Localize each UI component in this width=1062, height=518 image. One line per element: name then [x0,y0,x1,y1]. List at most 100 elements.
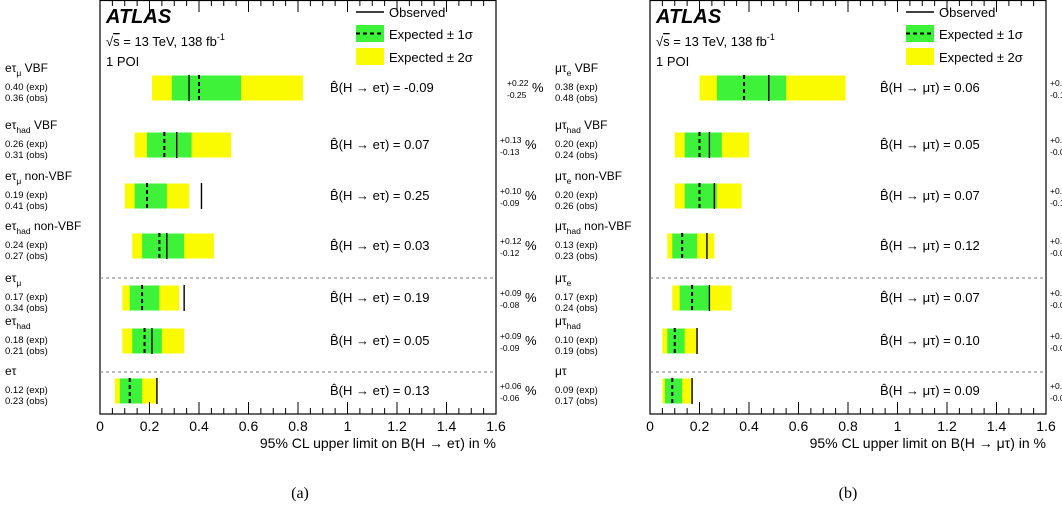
error-up: +0.10 [1050,135,1062,145]
best-fit-result: B̂(H → μτ) = 0.10 [880,333,980,348]
expected-limit-label: 0.17 (exp) [555,292,598,303]
category-row: eτhad non-VBF 0.24 (exp)0.27 (obs) B̂(H → … [5,219,537,262]
x-axis-label: 95% CL upper limit on B(H → μτ) in % [810,435,1046,451]
best-fit-prefix: B̂(H → eτ) = [330,333,404,348]
best-fit-value: 0.07 [954,188,979,203]
category-base: μτ [555,169,567,183]
observed-limit-label: 0.26 (obs) [555,201,598,212]
percent-unit: % [532,80,544,95]
percent-unit: % [525,290,537,305]
band-1sigma [134,183,167,209]
best-fit-result: B̂(H → μτ) = 0.09 [880,383,980,398]
poi-label: 1 POI [656,54,689,69]
best-fit-value: 0.07 [404,137,429,152]
x-tick-label: 0 [96,418,104,434]
legend-2sigma-label: Expected ± 2σ [939,50,1023,65]
chart-panel-b: ATLAS √s = 13 TeV, 138 fb-1 1 POI Observed E… [555,0,1062,502]
category-suffix: VBF [21,61,48,75]
category-base: eτ [5,61,17,75]
x-tick-label: 0.2 [140,418,160,434]
category-row: μτe VBF 0.38 (exp)0.48 (obs) B̂(H → μτ) = … [555,61,1062,104]
category-base: eτ [5,118,17,132]
x-tick-label: 1.4 [987,418,1007,434]
best-fit-result: B̂(H → μτ) = 0.07 [880,290,980,305]
best-fit-value: 0.13 [404,383,429,398]
legend: Observed Expected ± 1σ Expected ± 2σ [356,5,473,65]
category-suffix: non-VBF [571,169,622,183]
category-subscript: had [567,125,581,135]
best-fit-value: 0.03 [404,238,429,253]
best-fit-result: B̂(H → μτ) = 0.05 [880,137,980,152]
error-down: -0.06 [500,393,520,403]
category-row: μτ 0.09 (exp)0.17 (obs) B̂(H → μτ) = 0.09 +… [555,364,1062,407]
best-fit-result: B̂(H → μτ) = 0.12 [880,238,980,253]
category-row: μτhad non-VBF 0.13 (exp)0.23 (obs) B̂(H → … [555,219,1062,262]
band-1sigma [664,378,683,404]
expected-limit-label: 0.17 (exp) [5,292,48,303]
best-fit-result: B̂(H → eτ) = 0.07 [330,137,429,152]
category-subscript: had [16,125,30,135]
error-down: -0.25 [507,90,527,100]
category-subscript: e [567,278,572,288]
category-subscript: e [567,68,572,78]
category-base: eτ [5,169,17,183]
band-1sigma [684,183,717,209]
category-label: eτμ [5,271,21,288]
legend: Observed Expected ± 1σ Expected ± 2σ [906,5,1023,65]
best-fit-result: B̂(H → eτ) = 0.13 [330,383,429,398]
percent-unit: % [525,188,537,203]
best-fit-prefix: B̂(H → μτ) = [880,80,954,95]
best-fit-prefix: B̂(H → eτ) = [330,137,404,152]
lumi-unit-sup: -1 [767,32,775,42]
error-down: -0.10 [1050,198,1062,208]
error-up: +0.10 [1050,288,1062,298]
band-1sigma [171,75,242,101]
observed-limit-label: 0.24 (obs) [555,303,598,314]
category-label: μτhad VBF [555,118,608,135]
best-fit-prefix: B̂(H → eτ) = [330,188,404,203]
category-base: eτ [5,364,17,378]
observed-limit-label: 0.41 (obs) [5,201,48,212]
expected-limit-label: 0.12 (exp) [5,385,48,396]
error-down: -0.13 [500,147,520,157]
best-fit-prefix: B̂(H → μτ) = [880,238,954,253]
expected-limit-label: 0.18 (exp) [5,335,48,346]
percent-unit: % [525,333,537,348]
category-label: μτhad [555,314,581,331]
category-row: μτe non-VBF 0.20 (exp)0.26 (obs) B̂(H → μτ… [555,169,1062,212]
category-row: eτhad VBF 0.26 (exp)0.31 (obs) B̂(H → eτ) … [5,118,537,161]
category-subscript: had [16,226,30,236]
category-subscript: μ [16,278,21,288]
error-down: -0.05 [1050,343,1062,353]
category-base: μτ [555,118,567,132]
error-up: +0.22 [507,78,529,88]
band-1sigma [132,328,162,354]
category-suffix: VBF [581,118,608,132]
best-fit-result: B̂(H → eτ) = 0.25 [330,188,429,203]
observed-limit-label: 0.36 (obs) [5,93,48,104]
best-fit-value: -0.09 [404,80,434,95]
poi-label: 1 POI [106,54,139,69]
best-fit-result: B̂(H → eτ) = 0.19 [330,290,429,305]
best-fit-prefix: B̂(H → eτ) = [330,383,404,398]
category-suffix: non-VBF [21,169,72,183]
best-fit-value: 0.07 [954,290,979,305]
error-down: -0.09 [1050,147,1062,157]
observed-limit-label: 0.48 (obs) [555,93,598,104]
x-tick-label: 0.2 [690,418,710,434]
x-tick-label: 0.4 [739,418,759,434]
best-fit-value: 0.12 [954,238,979,253]
error-up: +0.22 [1050,78,1062,88]
energy-lumi-label: √s = 13 TeV, 138 fb-1 [106,32,225,49]
x-tick-label: 0.8 [288,418,308,434]
band-1sigma [679,285,710,311]
observed-limit-label: 0.31 (obs) [5,150,48,161]
expected-limit-label: 0.26 (exp) [5,139,48,150]
category-subscript: e [567,176,572,186]
best-fit-prefix: B̂(H → eτ) = [330,238,404,253]
band-1sigma [667,328,685,354]
x-axis: 0 0.2 0.4 0.6 0.8 1 1.2 1.4 1.6 [646,0,1056,434]
best-fit-result: B̂(H → μτ) = 0.07 [880,188,980,203]
expected-limit-label: 0.24 (exp) [5,240,48,251]
error-up: +0.05 [1050,381,1062,391]
